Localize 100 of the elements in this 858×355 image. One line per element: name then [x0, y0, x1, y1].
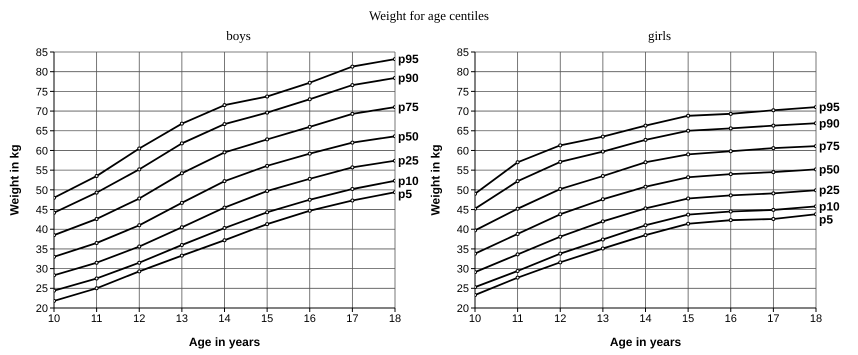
- point: [222, 179, 226, 184]
- series-label: p50: [819, 162, 840, 176]
- point: [644, 223, 648, 228]
- point: [771, 108, 776, 112]
- point: [644, 206, 648, 210]
- point: [137, 196, 142, 201]
- point: [265, 210, 270, 214]
- point: [222, 103, 226, 108]
- point: [350, 187, 354, 192]
- y-tick-label: 55: [456, 165, 469, 178]
- y-tick-label: 25: [456, 283, 469, 296]
- point: [265, 94, 270, 99]
- line-series: [54, 158, 395, 278]
- point: [516, 268, 520, 273]
- point: [728, 172, 733, 176]
- y-tick-label: 70: [456, 106, 469, 118]
- point: [686, 196, 690, 201]
- y-tick-label: 45: [36, 204, 48, 216]
- chart-subtitle: boys: [225, 28, 252, 45]
- series-label: p25: [819, 183, 840, 198]
- series-label: p75: [398, 100, 420, 114]
- series-label: p5: [819, 212, 834, 226]
- point: [558, 212, 562, 216]
- point: [265, 189, 270, 194]
- point: [600, 150, 605, 154]
- point: [600, 174, 605, 178]
- point: [137, 244, 142, 249]
- point: [308, 152, 312, 156]
- point: [350, 198, 354, 202]
- y-tick-label: 35: [36, 244, 48, 256]
- point: [686, 212, 690, 217]
- series-label: p95: [819, 100, 840, 114]
- point: [644, 233, 648, 238]
- point: [728, 218, 733, 222]
- point: [94, 241, 99, 246]
- point: [686, 152, 690, 156]
- x-tick-label: 15: [682, 312, 694, 325]
- line-series: [54, 134, 395, 259]
- point: [516, 160, 520, 164]
- x-tick-label: 11: [90, 312, 102, 325]
- point: [222, 226, 226, 230]
- x-axis-title: Age in years: [188, 335, 261, 349]
- point: [180, 141, 184, 146]
- y-tick-label: 50: [36, 184, 48, 197]
- y-tick-label: 35: [456, 244, 469, 256]
- x-tick-label: 15: [261, 312, 274, 325]
- point: [516, 276, 520, 280]
- point: [137, 269, 142, 274]
- point: [94, 286, 99, 290]
- point: [180, 200, 184, 205]
- point: [516, 232, 520, 236]
- point: [558, 252, 562, 256]
- point: [180, 171, 184, 176]
- y-tick-label: 25: [36, 283, 48, 296]
- point: [350, 140, 354, 145]
- x-tick-label: 16: [304, 312, 316, 325]
- y-tick-label: 65: [36, 126, 48, 138]
- point: [180, 242, 184, 247]
- point: [308, 208, 312, 213]
- point: [686, 128, 690, 133]
- y-axis-title: Weight in kg: [428, 144, 442, 216]
- point: [350, 112, 354, 116]
- point: [180, 225, 184, 230]
- point: [308, 124, 312, 129]
- point: [558, 160, 562, 164]
- y-tick-label: 60: [456, 145, 469, 158]
- series-label: p75: [819, 139, 840, 154]
- point: [308, 176, 312, 181]
- series-label: p10: [398, 174, 420, 188]
- x-tick-label: 10: [468, 312, 482, 325]
- y-tick-label: 40: [36, 224, 48, 236]
- point: [137, 260, 142, 265]
- y-tick-label: 75: [36, 86, 48, 98]
- point: [516, 252, 520, 256]
- y-tick-label: 55: [36, 165, 48, 178]
- point: [771, 146, 776, 150]
- y-tick-label: 45: [456, 204, 469, 216]
- point: [94, 174, 99, 178]
- x-tick-label: 12: [133, 312, 146, 325]
- x-tick-label: 10: [48, 312, 60, 325]
- point: [600, 134, 605, 139]
- y-tick-label: 20: [456, 302, 469, 315]
- series-label: p90: [398, 70, 420, 85]
- point: [222, 238, 226, 242]
- point: [137, 146, 142, 150]
- point: [644, 138, 648, 142]
- point: [558, 143, 562, 148]
- y-tick-label: 50: [456, 184, 469, 197]
- point: [265, 110, 270, 115]
- y-tick-label: 70: [36, 106, 48, 118]
- point: [686, 175, 690, 180]
- y-axis-title: Weight in kg: [7, 144, 22, 216]
- point: [265, 222, 270, 226]
- point: [558, 260, 562, 264]
- point: [94, 216, 99, 221]
- point: [94, 260, 99, 265]
- series-label: p5: [398, 186, 412, 201]
- text: Weight for age centiles: [368, 8, 490, 25]
- point: [558, 234, 562, 239]
- point: [728, 112, 733, 116]
